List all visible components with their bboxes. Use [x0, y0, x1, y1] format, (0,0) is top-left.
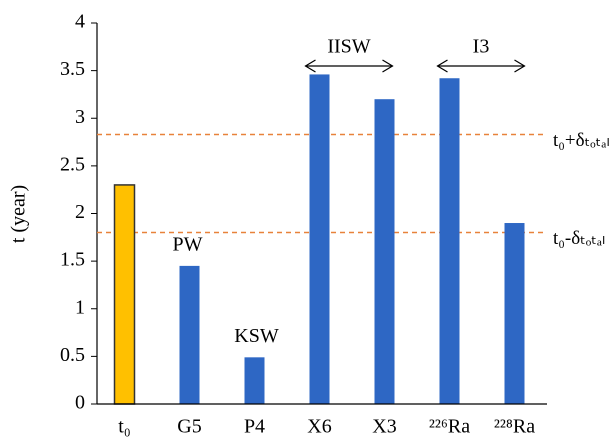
reference-label: t₀-δₜₒₜₐₗ	[553, 228, 605, 249]
y-tick-label: 2	[75, 201, 85, 223]
annotation: I3	[473, 36, 490, 58]
x-tick-label: X3	[372, 416, 396, 438]
y-tick-label: 1	[75, 296, 85, 318]
bar	[374, 99, 395, 404]
bar	[113, 184, 136, 405]
y-tick-label: 0.5	[60, 344, 85, 366]
x-tick-label: ²²⁸Ra	[494, 416, 535, 438]
bar	[504, 223, 525, 404]
bar	[244, 357, 265, 404]
y-tick-label: 3	[75, 106, 85, 128]
bar	[439, 78, 460, 405]
bar	[309, 74, 330, 404]
x-tick-label: ²²⁶Ra	[429, 416, 470, 438]
x-tick-label: X6	[307, 416, 331, 438]
y-tick-label: 0	[75, 392, 85, 414]
x-tick-label: P4	[244, 416, 265, 438]
double-arrow-head	[436, 59, 526, 73]
y-tick-label: 1.5	[60, 249, 85, 271]
annotation: KSW	[234, 325, 279, 347]
y-tick-label: 2.5	[60, 153, 85, 175]
y-tick-label: 4	[75, 11, 85, 33]
annotation: IISW	[327, 36, 370, 58]
annotation: PW	[173, 233, 203, 255]
x-tick-label: t₀	[118, 416, 131, 438]
reference-label: t₀+δₜₒₜₐₗ	[553, 130, 610, 151]
y-tick-label: 3.5	[60, 58, 85, 80]
bar	[179, 265, 200, 404]
x-tick-label: G5	[177, 416, 201, 438]
y-axis-label: t (year)	[8, 185, 30, 243]
double-arrow-head	[304, 59, 394, 73]
